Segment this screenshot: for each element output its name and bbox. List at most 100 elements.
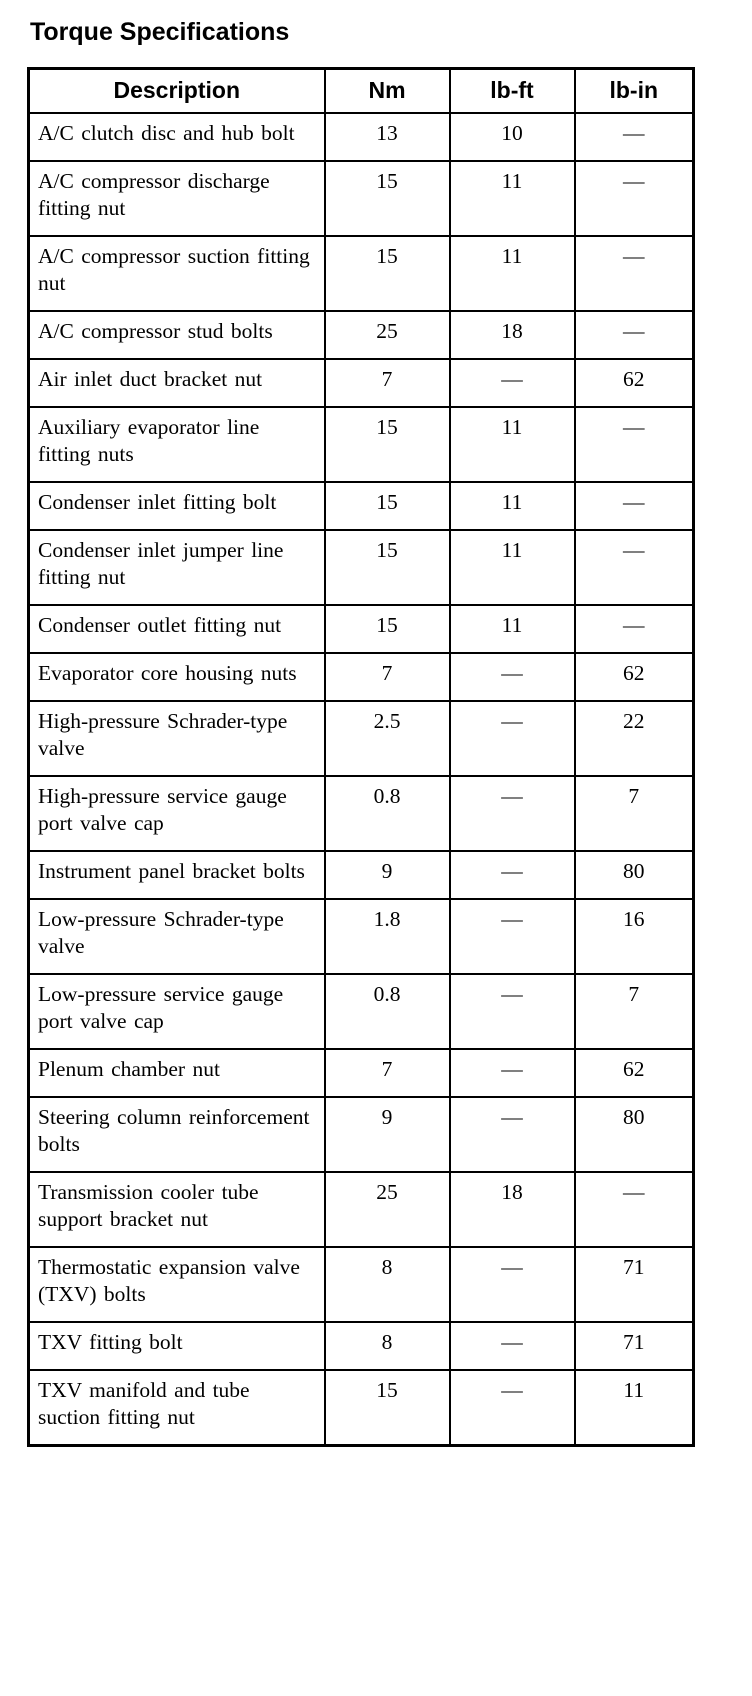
table-row: Evaporator core housing nuts 7 — 62 — [27, 652, 695, 702]
nm-cell: 0.8 — [323, 973, 451, 1050]
table-row: High-pressure service gauge port valve c… — [27, 775, 695, 852]
lb-ft-cell: 18 — [448, 1171, 576, 1248]
description-cell: A/C compressor stud bolts — [27, 310, 326, 360]
page-title: Torque Specifications — [30, 18, 290, 46]
nm-cell: 15 — [323, 529, 451, 606]
table-row: Auxiliary evaporator line fitting nuts 1… — [27, 406, 695, 483]
nm-cell: 15 — [323, 160, 451, 237]
lb-ft-cell: — — [448, 700, 576, 777]
description-cell: High-pressure Schrader-type valve — [27, 700, 326, 777]
nm-cell: 8 — [323, 1321, 451, 1371]
description-cell: Steering column reinforcement bolts — [27, 1096, 326, 1173]
table-row: TXV fitting bolt 8 — 71 — [27, 1321, 695, 1371]
lb-in-cell: — — [573, 160, 695, 237]
lb-in-cell: — — [573, 406, 695, 483]
column-header-nm: Nm — [323, 67, 451, 114]
lb-ft-cell: — — [448, 358, 576, 408]
lb-in-cell: 71 — [573, 1246, 695, 1323]
lb-in-cell: 62 — [573, 652, 695, 702]
table-row: Air inlet duct bracket nut 7 — 62 — [27, 358, 695, 408]
nm-cell: 7 — [323, 652, 451, 702]
lb-ft-cell: 11 — [448, 604, 576, 654]
table-row: A/C clutch disc and hub bolt 13 10 — — [27, 112, 695, 162]
lb-in-cell: — — [573, 1171, 695, 1248]
lb-in-cell: 80 — [573, 850, 695, 900]
nm-cell: 0.8 — [323, 775, 451, 852]
lb-ft-cell: 11 — [448, 406, 576, 483]
lb-ft-cell: 11 — [448, 235, 576, 312]
table-row: A/C compressor discharge fitting nut 15 … — [27, 160, 695, 237]
lb-in-cell: 22 — [573, 700, 695, 777]
description-cell: A/C compressor discharge fitting nut — [27, 160, 326, 237]
lb-ft-cell: 18 — [448, 310, 576, 360]
lb-in-cell: 71 — [573, 1321, 695, 1371]
nm-cell: 15 — [323, 406, 451, 483]
lb-in-cell: — — [573, 235, 695, 312]
lb-in-cell: 16 — [573, 898, 695, 975]
lb-ft-cell: — — [448, 1321, 576, 1371]
nm-cell: 25 — [323, 310, 451, 360]
nm-cell: 9 — [323, 850, 451, 900]
table-row: Condenser inlet jumper line fitting nut … — [27, 529, 695, 606]
lb-in-cell: — — [573, 529, 695, 606]
description-cell: Low-pressure service gauge port valve ca… — [27, 973, 326, 1050]
nm-cell: 15 — [323, 1369, 451, 1447]
table-row: Thermostatic expansion valve (TXV) bolts… — [27, 1246, 695, 1323]
description-cell: TXV manifold and tube suction fitting nu… — [27, 1369, 326, 1447]
table-row: Steering column reinforcement bolts 9 — … — [27, 1096, 695, 1173]
lb-in-cell: — — [573, 481, 695, 531]
nm-cell: 15 — [323, 481, 451, 531]
table-row: A/C compressor stud bolts 25 18 — — [27, 310, 695, 360]
table-row: A/C compressor suction fitting nut 15 11… — [27, 235, 695, 312]
description-cell: Air inlet duct bracket nut — [27, 358, 326, 408]
lb-ft-cell: 10 — [448, 112, 576, 162]
nm-cell: 8 — [323, 1246, 451, 1323]
table-row: Plenum chamber nut 7 — 62 — [27, 1048, 695, 1098]
lb-ft-cell: — — [448, 1369, 576, 1447]
description-cell: Plenum chamber nut — [27, 1048, 326, 1098]
lb-in-cell: 62 — [573, 1048, 695, 1098]
description-cell: Condenser inlet fitting bolt — [27, 481, 326, 531]
description-cell: Transmission cooler tube support bracket… — [27, 1171, 326, 1248]
nm-cell: 7 — [323, 358, 451, 408]
description-cell: Condenser outlet fitting nut — [27, 604, 326, 654]
lb-ft-cell: 11 — [448, 529, 576, 606]
description-cell: Evaporator core housing nuts — [27, 652, 326, 702]
nm-cell: 15 — [323, 235, 451, 312]
column-header-lb-ft: lb-ft — [448, 67, 576, 114]
column-header-lb-in: lb-in — [573, 67, 695, 114]
description-cell: Low-pressure Schrader-type valve — [27, 898, 326, 975]
table-row: TXV manifold and tube suction fitting nu… — [27, 1369, 695, 1447]
description-cell: High-pressure service gauge port valve c… — [27, 775, 326, 852]
lb-in-cell: — — [573, 310, 695, 360]
nm-cell: 25 — [323, 1171, 451, 1248]
column-header-description: Description — [27, 67, 326, 114]
nm-cell: 13 — [323, 112, 451, 162]
table-row: Instrument panel bracket bolts 9 — 80 — [27, 850, 695, 900]
lb-ft-cell: — — [448, 1048, 576, 1098]
table-row: Transmission cooler tube support bracket… — [27, 1171, 695, 1248]
nm-cell: 7 — [323, 1048, 451, 1098]
table-row: Low-pressure Schrader-type valve 1.8 — 1… — [27, 898, 695, 975]
nm-cell: 2.5 — [323, 700, 451, 777]
lb-ft-cell: — — [448, 1246, 576, 1323]
description-cell: Condenser inlet jumper line fitting nut — [27, 529, 326, 606]
lb-in-cell: 7 — [573, 775, 695, 852]
table-header-row: Description Nm lb-ft lb-in — [27, 67, 695, 114]
torque-table-body: A/C clutch disc and hub bolt 13 10 — A/C… — [27, 112, 695, 1447]
lb-ft-cell: 11 — [448, 160, 576, 237]
table-row: High-pressure Schrader-type valve 2.5 — … — [27, 700, 695, 777]
lb-in-cell: — — [573, 604, 695, 654]
lb-ft-cell: — — [448, 898, 576, 975]
nm-cell: 15 — [323, 604, 451, 654]
description-cell: TXV fitting bolt — [27, 1321, 326, 1371]
description-cell: Thermostatic expansion valve (TXV) bolts — [27, 1246, 326, 1323]
nm-cell: 1.8 — [323, 898, 451, 975]
lb-in-cell: 80 — [573, 1096, 695, 1173]
description-cell: A/C compressor suction fitting nut — [27, 235, 326, 312]
lb-in-cell: — — [573, 112, 695, 162]
lb-ft-cell: — — [448, 1096, 576, 1173]
lb-ft-cell: 11 — [448, 481, 576, 531]
lb-ft-cell: — — [448, 973, 576, 1050]
description-cell: Auxiliary evaporator line fitting nuts — [27, 406, 326, 483]
